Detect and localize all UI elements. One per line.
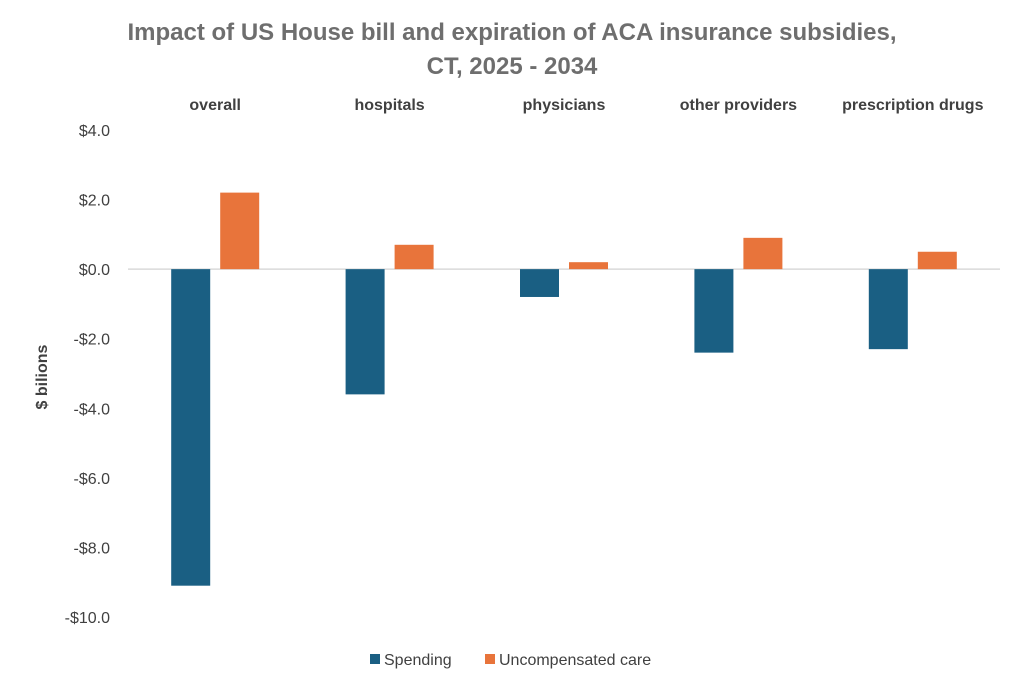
legend-swatch: [370, 654, 380, 664]
y-tick-label: $2.0: [79, 193, 110, 210]
bar-spending: [520, 269, 559, 297]
legend-swatch: [485, 654, 495, 664]
y-tick-label: $4.0: [79, 123, 110, 140]
bar-uncompensated-care: [569, 262, 608, 270]
category-label: hospitals: [354, 97, 424, 114]
bar-uncompensated-care: [220, 192, 260, 270]
y-axis-title: $ bilions: [34, 344, 51, 409]
category-label: prescription drugs: [842, 97, 983, 114]
chart-title: Impact of US House bill and expiration o…: [127, 19, 896, 80]
y-tick-label: -$10.0: [65, 610, 110, 627]
legend-label: Uncompensated care: [499, 652, 651, 669]
y-tick-label: -$6.0: [74, 471, 111, 488]
category-label: other providers: [680, 97, 797, 114]
category-labels: overall hospitals physicians other provider…: [189, 97, 983, 114]
bars: [171, 192, 957, 586]
category-label: overall: [189, 97, 241, 114]
bar-spending: [171, 269, 211, 586]
chart-title-line-1: Impact of US House bill and expiration o…: [127, 19, 896, 46]
y-tick-label: $0.0: [79, 262, 110, 279]
bar-uncompensated-care: [917, 251, 957, 270]
y-tick-label: -$4.0: [74, 401, 111, 418]
chart-title-line-2: CT, 2025 - 2034: [427, 53, 598, 80]
bar-uncompensated-care: [394, 244, 434, 270]
bar-spending: [345, 269, 385, 395]
y-tick-label: -$8.0: [74, 540, 111, 557]
category-label: physicians: [523, 97, 606, 114]
y-tick-label: -$2.0: [74, 332, 111, 349]
legend[interactable]: Spending Uncompensated care: [370, 652, 651, 669]
legend-label: Spending: [384, 652, 452, 669]
bar-spending: [694, 269, 734, 353]
bar-spending: [868, 269, 908, 350]
bar-uncompensated-care: [743, 237, 783, 270]
y-axis-ticks: $4.0 $2.0 $0.0 -$2.0 -$4.0 -$6.0 -$8.0 -$10.0: [65, 123, 110, 627]
